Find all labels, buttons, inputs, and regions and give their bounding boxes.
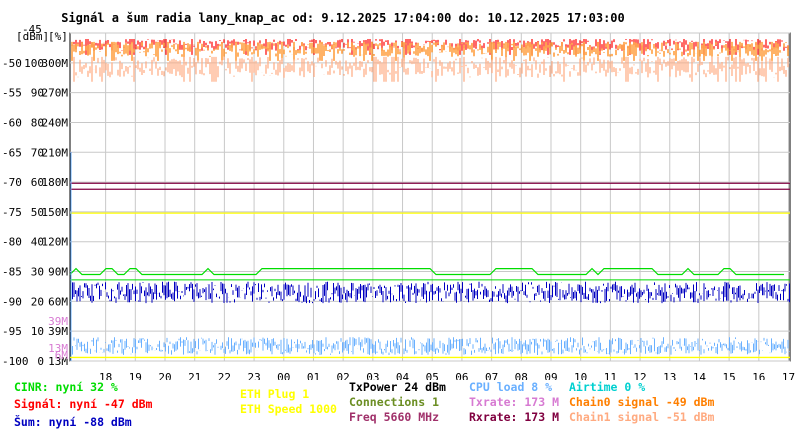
x-tick: 00 <box>277 371 290 380</box>
x-tick: 22 <box>218 371 231 380</box>
y-tick-rate: 90M <box>48 266 68 279</box>
y-tick-rate: 180M <box>42 176 69 189</box>
x-tick: 07 <box>485 371 498 380</box>
y-unit-dbm: [dBm] <box>16 30 49 43</box>
x-tick: 10 <box>574 371 587 380</box>
x-tick: 09 <box>544 371 557 380</box>
legend-rxrate: Rxrate: 173 M <box>469 410 560 424</box>
y-tick-rate: 13M <box>48 342 68 355</box>
legend-txrate: Txrate: 173 M <box>469 395 560 409</box>
legend-connections: Connections 1 <box>349 395 440 409</box>
x-tick: 23 <box>247 371 260 380</box>
x-tick: 20 <box>158 371 171 380</box>
y-tick-pct: 30 <box>31 266 44 279</box>
y-tick-pct: 20 <box>31 295 44 308</box>
y-tick-rate: 150M <box>42 206 69 219</box>
y-tick-dbm: -100 <box>2 355 29 368</box>
x-tick: 01 <box>307 371 320 380</box>
x-tick: 16 <box>752 371 765 380</box>
y-tick-dbm: -90 <box>2 295 22 308</box>
x-tick: 12 <box>633 371 646 380</box>
y-tick-rate: 39M <box>48 325 68 338</box>
y-tick-dbm: -80 <box>2 236 22 249</box>
y-tick-pct: 40 <box>31 236 44 249</box>
series-cinr <box>69 267 784 276</box>
y-tick-rate: 6M <box>55 349 69 362</box>
y-tick-dbm: -45 <box>22 23 42 36</box>
legend-freq: Freq 5660 MHz <box>349 410 440 424</box>
x-tick: 08 <box>515 371 528 380</box>
chart-title: Signál a šum radia lany_knap_ac od: 9.12… <box>61 11 625 25</box>
legend-chain1: Chain1 signal -51 dBm <box>569 410 715 424</box>
y-tick-rate: 39M <box>48 315 68 328</box>
y-tick-rate: 13M <box>48 355 68 368</box>
x-tick: 02 <box>337 371 350 380</box>
x-tick: 05 <box>426 371 439 380</box>
y-tick-pct: 60 <box>31 176 44 189</box>
x-tick: 14 <box>693 371 707 380</box>
legend-airtime: Airtime 0 % <box>569 380 646 394</box>
y-tick-rate: 120M <box>42 236 69 249</box>
x-tick: 03 <box>366 371 379 380</box>
y-tick-dbm: -50 <box>2 57 22 70</box>
x-tick: 15 <box>723 371 736 380</box>
y-tick-rate: 240M <box>42 116 69 129</box>
plot-area <box>69 32 791 362</box>
y-tick-pct: 80 <box>31 116 44 129</box>
y-tick-dbm: -65 <box>2 146 22 159</box>
x-tick: 06 <box>455 371 468 380</box>
x-tick: 19 <box>129 371 142 380</box>
y-tick-rate: 210M <box>42 146 69 159</box>
y-tick-rate: 270M <box>42 87 69 100</box>
legend-txpower: TxPower 24 dBm <box>349 380 446 394</box>
x-tick: 21 <box>188 371 201 380</box>
legend-cpu-load: CPU load 8 % <box>469 380 553 394</box>
y-tick-pct: 90 <box>31 87 44 100</box>
legend-cinr: CINR: nyní 32 % <box>14 380 118 394</box>
legend-eth-speed: ETH Speed 1000 <box>240 402 337 416</box>
y-tick-pct: 100 <box>24 57 44 70</box>
series-chain1-signal <box>71 56 789 82</box>
legend-chain0: Chain0 signal -49 dBm <box>569 395 715 409</box>
legend-signal: Signál: nyní -47 dBm <box>14 397 153 411</box>
y-tick-dbm: -60 <box>2 116 22 129</box>
y-unit-pct: [%] <box>48 30 68 43</box>
y-tick-rate: 60M <box>48 295 68 308</box>
y-tick-dbm: -85 <box>2 266 22 279</box>
series-cpu-load <box>70 152 790 361</box>
legend-eth-plug: ETH Plug 1 <box>240 387 310 401</box>
x-tick: 18 <box>99 371 112 380</box>
legend-noise: Šum: nyní -88 dBm <box>14 415 132 429</box>
x-tick: 11 <box>604 371 617 380</box>
y-tick-dbm: -55 <box>2 87 22 100</box>
y-tick-pct: 10 <box>31 325 44 338</box>
x-tick: 17 <box>782 371 795 380</box>
y-tick-pct: 70 <box>31 146 44 159</box>
y-tick-pct: 0 <box>37 355 44 368</box>
y-tick-dbm: -95 <box>2 325 22 338</box>
series-chain0-signal <box>71 41 789 61</box>
x-tick: 13 <box>663 371 676 380</box>
y-tick-pct: 50 <box>31 206 44 219</box>
y-tick-dbm: -75 <box>2 206 22 219</box>
x-tick: 04 <box>396 371 410 380</box>
y-tick-dbm: -70 <box>2 176 22 189</box>
y-tick-rate: 300M <box>42 57 69 70</box>
